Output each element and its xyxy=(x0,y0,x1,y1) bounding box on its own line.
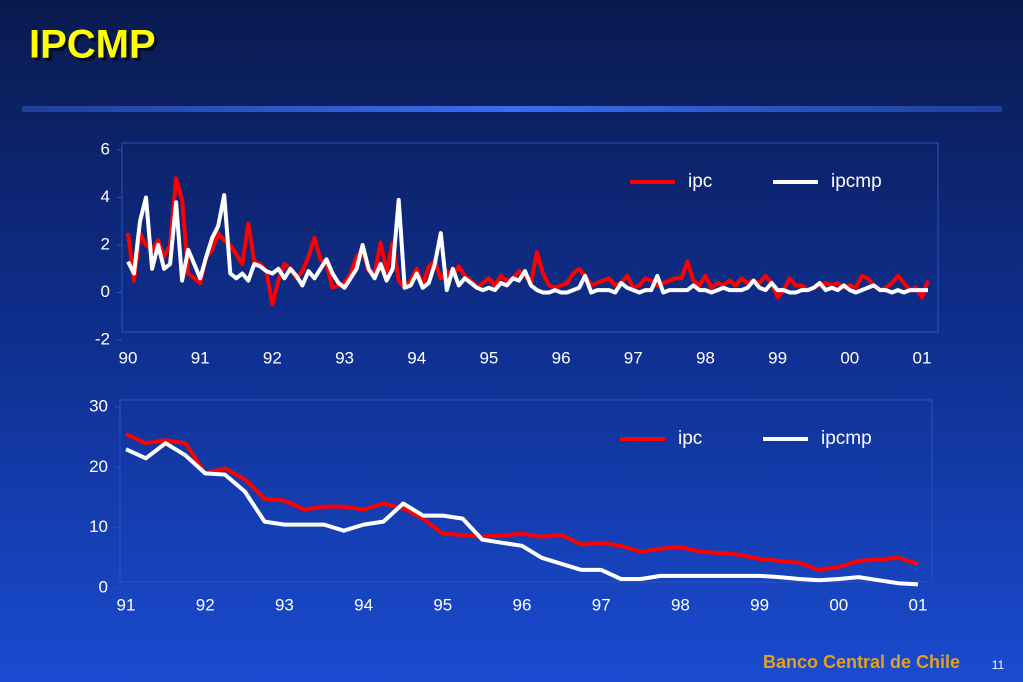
x-tick-label: 92 xyxy=(196,595,215,614)
legend-label: ipcmp xyxy=(821,428,872,449)
x-tick-label: 00 xyxy=(829,595,848,614)
x-tick-label: 90 xyxy=(119,348,138,367)
x-tick-label: 01 xyxy=(909,595,928,614)
x-tick-label: 99 xyxy=(768,348,787,367)
plot-area xyxy=(121,142,939,333)
x-tick-label: 99 xyxy=(750,595,769,614)
x-tick-label: 96 xyxy=(552,348,571,367)
y-tick-label: 0 xyxy=(101,282,110,301)
slide-title: IPCMP xyxy=(29,23,156,67)
title-shadow: IPCMP xyxy=(32,26,159,70)
y-tick-label: 2 xyxy=(101,234,110,253)
series-line xyxy=(125,432,919,572)
legend-label: ipc xyxy=(688,171,712,192)
x-tick-label: 96 xyxy=(513,595,532,614)
x-tick-label: 93 xyxy=(275,595,294,614)
series-line xyxy=(125,441,919,587)
x-tick-label: 97 xyxy=(624,348,643,367)
x-tick-label: 97 xyxy=(592,595,611,614)
x-tick-label: 94 xyxy=(407,348,426,367)
legend-label: ipcmp xyxy=(831,171,882,192)
y-tick-label: 4 xyxy=(101,187,110,206)
y-tick-label: 30 xyxy=(89,396,108,415)
x-tick-label: 01 xyxy=(913,348,932,367)
x-tick-label: 94 xyxy=(354,595,373,614)
plot-area xyxy=(119,399,933,583)
x-tick-label: 00 xyxy=(840,348,859,367)
y-tick-label: 20 xyxy=(89,457,108,476)
x-tick-label: 91 xyxy=(191,348,210,367)
x-tick-label: 95 xyxy=(479,348,498,367)
y-tick-label: -2 xyxy=(95,329,110,348)
x-tick-label: 91 xyxy=(117,595,136,614)
x-tick-label: 92 xyxy=(263,348,282,367)
footer: Banco Central de Chile xyxy=(763,652,960,672)
separator xyxy=(22,106,1002,112)
x-tick-label: 93 xyxy=(335,348,354,367)
y-tick-label: 0 xyxy=(99,577,108,596)
page-number: 11 xyxy=(992,658,1005,672)
legend-label: ipc xyxy=(678,428,702,449)
y-tick-label: 10 xyxy=(89,517,108,536)
x-tick-label: 95 xyxy=(433,595,452,614)
x-tick-label: 98 xyxy=(696,348,715,367)
x-tick-label: 98 xyxy=(671,595,690,614)
series-line xyxy=(126,193,928,295)
y-tick-label: 6 xyxy=(101,139,110,158)
